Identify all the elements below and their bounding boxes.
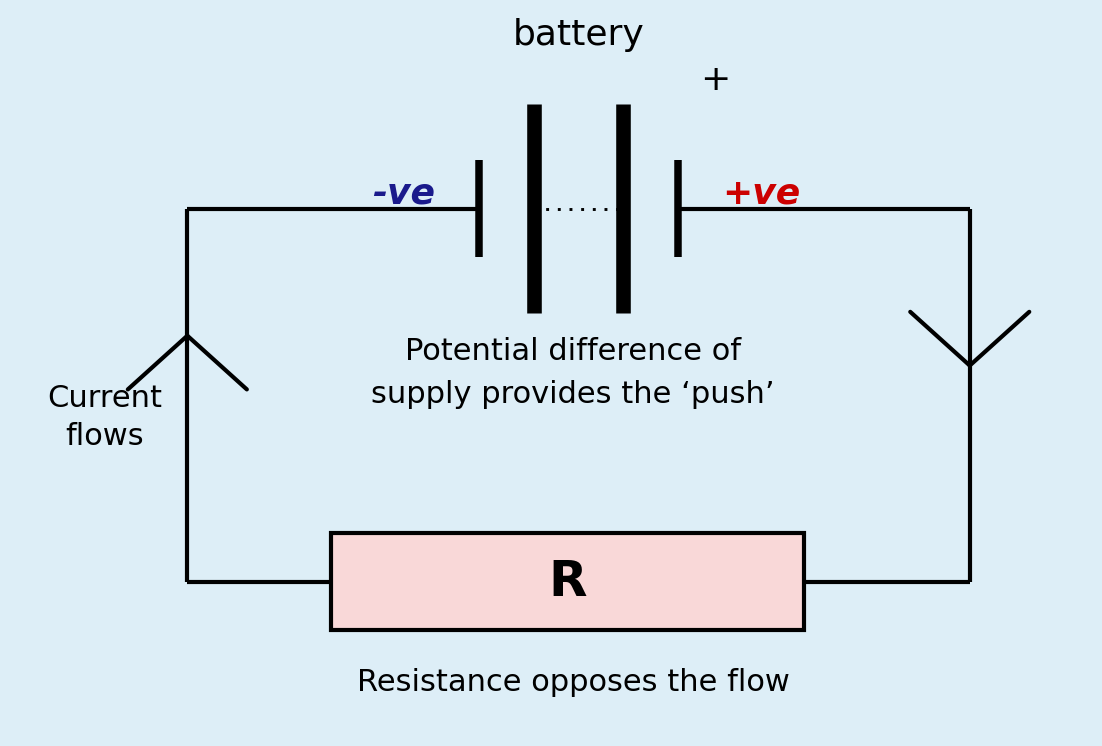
Text: battery: battery [512,18,645,52]
Text: +: + [700,63,731,97]
Bar [331,533,804,630]
Text: Potential difference of
supply provides the ‘push’: Potential difference of supply provides … [371,337,775,409]
Text: +ve: +ve [722,177,800,211]
Text: Resistance opposes the flow: Resistance opposes the flow [357,668,789,697]
Text: -ve: -ve [372,177,435,211]
Text: Current
flows: Current flows [47,384,162,451]
Text: R: R [549,558,586,606]
